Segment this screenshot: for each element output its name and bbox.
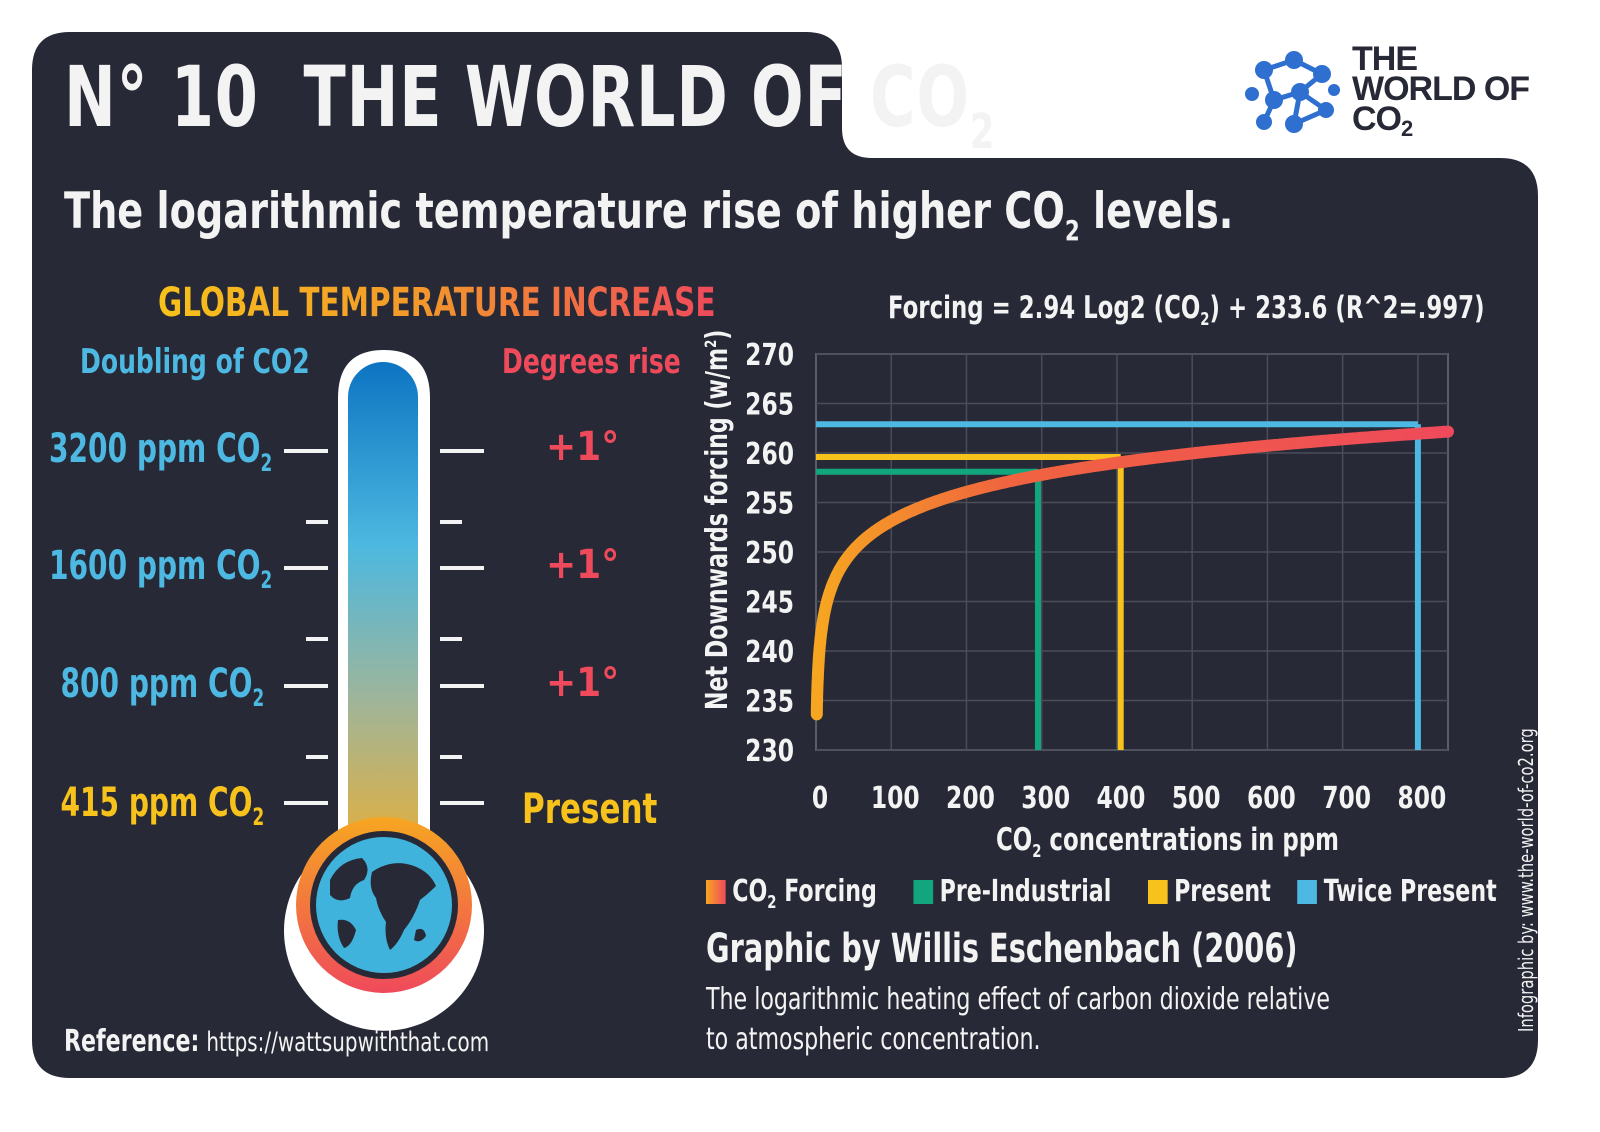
x-axis-label: CO2 concentrations in ppm [996, 822, 1339, 863]
legend-item-present: Present [1147, 874, 1271, 909]
y-tick-label: 245 [745, 586, 794, 621]
chart-title: Forcing = 2.94 Log2 (CO2) + 233.6 (R^2=.… [888, 290, 1485, 331]
side-credit: Infographic by: www.the-world-of-co2.org [1514, 728, 1538, 1032]
x-tick-label: 800 [1397, 781, 1446, 816]
level-label-415: 415 ppm CO2 [60, 780, 264, 831]
molecule-logo-icon [1244, 40, 1344, 140]
credit-line-1: The logarithmic heating effect of carbon… [706, 982, 1331, 1017]
subtitle: The logarithmic temperature rise of high… [64, 182, 1233, 247]
y-tick-label: 270 [745, 338, 794, 373]
legend-swatch-forcing [706, 880, 726, 904]
x-tick-label: 300 [1021, 781, 1070, 816]
y-tick-label: 265 [745, 388, 794, 423]
y-tick-label: 230 [745, 734, 794, 769]
x-tick-label: 0 [812, 781, 828, 816]
y-tick-label: 260 [745, 437, 794, 472]
credit-description: The logarithmic heating effect of carbon… [706, 980, 1330, 1060]
chart-legend: CO2 Forcing Pre-Industrial Present Twice… [706, 874, 1497, 913]
title-number: N° 10 [64, 48, 259, 146]
rise-label-3: +1° [546, 660, 620, 706]
subtitle-tail: levels. [1079, 182, 1234, 240]
logo-wordmark: THE WORLD OF CO2 [1352, 40, 1530, 144]
earth-globe-icon [316, 837, 452, 973]
credit-line-2: to atmospheric concentration. [706, 1022, 1041, 1057]
y-tick-label: 240 [745, 635, 794, 670]
reference: Reference: https://wattsupwiththat.com [64, 1024, 489, 1059]
credit-heading: Graphic by Willis Eschenbach (2006) [706, 926, 1298, 972]
level-label-1600: 1600 ppm CO2 [48, 543, 272, 594]
level-label-3200: 3200 ppm CO2 [48, 426, 272, 477]
legend-item-pre-industrial: Pre-Industrial [913, 874, 1111, 909]
legend-item-forcing: CO2 Forcing [706, 874, 877, 913]
legend-swatch-twice-present [1297, 880, 1318, 904]
reference-url: https://wattsupwiththat.com [206, 1027, 490, 1058]
x-tick-label: 700 [1322, 781, 1371, 816]
title-subscript: 2 [969, 104, 996, 160]
thermometer-tube [348, 362, 418, 882]
y-axis-label: Net Downwards forcing (w/m2) [700, 329, 735, 710]
legend-item-twice-present: Twice Present [1297, 874, 1497, 909]
x-tick-label: 400 [1097, 781, 1146, 816]
rise-label-present: Present [522, 784, 658, 833]
page-title: N° 10 THE WORLD OF CO2 [64, 48, 995, 160]
thermometer-ticks [284, 449, 484, 805]
x-tick-label: 500 [1172, 781, 1221, 816]
y-tick-label: 250 [745, 536, 794, 571]
doubling-header: Doubling of CO2 [80, 342, 310, 382]
x-tick-label: 100 [871, 781, 920, 816]
logo-line-3: CO [1352, 100, 1402, 138]
degrees-header: Degrees rise [502, 342, 681, 382]
logo-line-2: WORLD OF [1352, 70, 1530, 108]
reference-label: Reference: [64, 1024, 200, 1059]
co2-forcing-curve [810, 425, 1454, 721]
rise-label-1: +1° [546, 424, 620, 470]
y-tick-label: 255 [745, 487, 794, 522]
legend-swatch-pre-industrial [913, 880, 934, 904]
thermometer-title: GLOBAL TEMPERATURE INCREASE [158, 280, 716, 326]
logo-subscript: 2 [1401, 116, 1413, 141]
title-text: THE WORLD OF CO [303, 48, 970, 146]
logo-line-1: THE [1352, 40, 1418, 78]
subtitle-text: The logarithmic temperature rise of high… [64, 182, 1065, 240]
level-label-800: 800 ppm CO2 [60, 661, 264, 712]
subtitle-subscript: 2 [1064, 214, 1080, 247]
y-tick-label: 235 [745, 685, 794, 720]
x-tick-label: 600 [1247, 781, 1296, 816]
rise-label-2: +1° [546, 542, 620, 588]
x-tick-label: 200 [946, 781, 995, 816]
legend-swatch-present [1147, 880, 1168, 904]
